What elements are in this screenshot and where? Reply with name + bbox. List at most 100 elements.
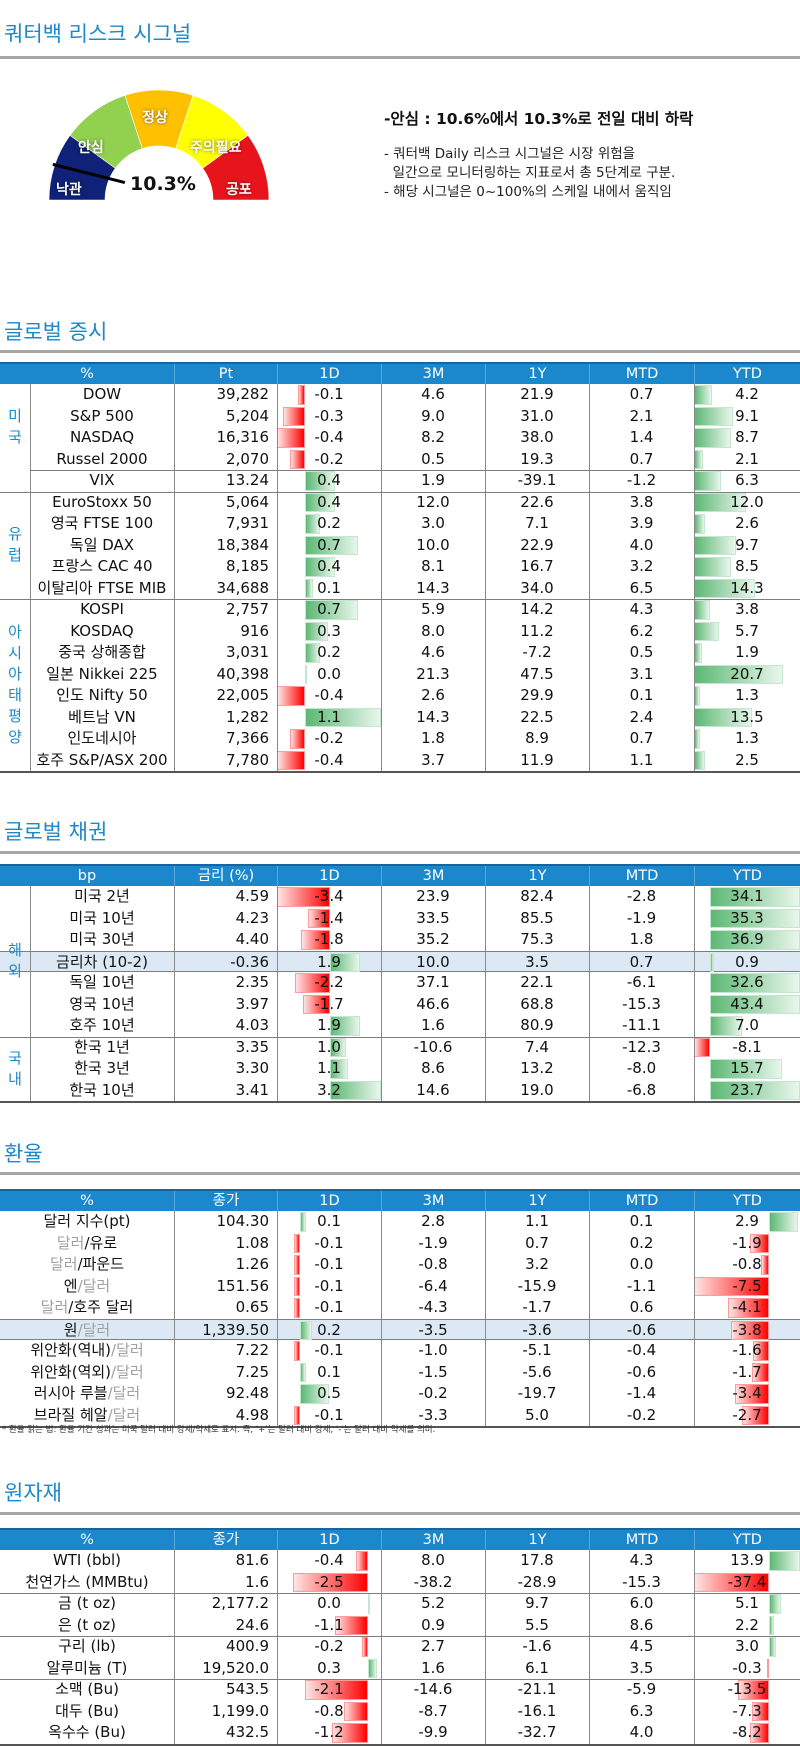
gauge-label: 공포 (226, 182, 252, 198)
row-divider (0, 1036, 800, 1038)
column-divider (174, 886, 175, 1101)
ytd-cell: 1.3 (735, 686, 759, 704)
value-cell: 104.30 (216, 1212, 270, 1230)
m3-cell: -0.8 (418, 1255, 448, 1273)
d1-cell: -2.5 (314, 1572, 344, 1591)
data-bar (753, 1341, 769, 1361)
m3-cell: 12.0 (416, 492, 450, 511)
mtd-cell: -1.2 (626, 471, 657, 489)
ytd-cell: -4.1 (732, 1298, 762, 1316)
row-label: 한국 10년 (69, 1080, 135, 1099)
data-bar (769, 1615, 775, 1635)
value-cell: 7.22 (235, 1341, 269, 1359)
table-row: 위안화(역내)/달러 7.22 -0.1 -1.0 -5.1 -0.4 -1.6 (0, 1340, 800, 1362)
row-label: 금 (t oz) (58, 1594, 116, 1612)
y1-cell: -16.1 (517, 1701, 557, 1720)
data-bar (330, 1080, 381, 1100)
d1-cell: -1.8 (314, 930, 344, 948)
mtd-cell: 3.5 (629, 1658, 654, 1677)
data-bar (362, 1637, 368, 1657)
y1-cell: 5.0 (525, 1405, 549, 1424)
table-row: 이탈리아 FTSE MIB 34,688 0.1 14.3 34.0 6.5 14.3 (0, 578, 800, 600)
ytd-cell: -3.4 (732, 1384, 762, 1402)
mtd-cell: -6.1 (626, 973, 657, 991)
m3-cell: -1.0 (418, 1341, 448, 1359)
mtd-cell: 8.6 (629, 1615, 654, 1634)
ytd-cell: 1.9 (735, 643, 759, 661)
row-label-part: 러시아 루블 (33, 1384, 108, 1402)
mtd-cell: 3.1 (629, 664, 654, 683)
y1-cell: -28.9 (517, 1572, 557, 1591)
d1-cell: -1.4 (314, 908, 344, 927)
fx-footnote: * 환율 읽는 법: 환율 기간 성과는 미국 달러 대비 강세/약세로 표시.… (2, 1425, 436, 1435)
column-header: 1D (277, 364, 381, 384)
ytd-cell: -7.3 (732, 1701, 762, 1720)
mtd-cell: 6.0 (629, 1594, 654, 1612)
m3-cell: -10.6 (413, 1037, 453, 1056)
ytd-cell: -8.2 (732, 1723, 762, 1741)
gauge-label: 정상 (142, 110, 168, 126)
d1-cell: 0.2 (317, 1320, 341, 1339)
value-cell: 543.5 (226, 1680, 269, 1698)
y1-cell: 1.1 (525, 1212, 549, 1230)
data-bar (731, 1320, 769, 1340)
data-bar (305, 643, 320, 663)
data-bar (330, 1037, 346, 1057)
m3-cell: 3.7 (421, 750, 445, 769)
data-bar (305, 557, 335, 577)
group-label-char: 외 (8, 962, 22, 981)
mtd-cell: 0.5 (629, 643, 654, 661)
column-header: 1Y (485, 364, 589, 384)
row-label: 달러/파운드 (0, 1254, 174, 1276)
m3-cell: -14.6 (413, 1680, 453, 1698)
d1-cell: -0.1 (314, 1276, 344, 1295)
table-row: 독일 10년 2.35 -2.2 37.1 22.1 -6.1 32.6 (0, 972, 800, 994)
ytd-cell: 7.0 (735, 1016, 759, 1034)
row-label: 미국 30년 (69, 930, 135, 948)
data-bar (294, 1405, 300, 1425)
ytd-cell: 0.9 (735, 952, 759, 971)
value-cell: 3.97 (235, 994, 269, 1013)
mtd-cell: -6.8 (626, 1080, 657, 1099)
y1-cell: 75.3 (520, 930, 554, 948)
table-row: 인도네시아 7,366 -0.2 1.8 8.9 0.7 1.3 (0, 728, 800, 750)
ytd-cell: 2.2 (735, 1615, 759, 1634)
mtd-cell: -15.3 (622, 1572, 661, 1591)
row-label: 러시아 루블/달러 (0, 1383, 174, 1405)
row-label: WTI (bbl) (52, 1551, 122, 1569)
risk-signal-notes: - 쿼터백 Daily 리스크 시그널은 시장 위험을 일간으로 모니터링하는 … (384, 145, 675, 202)
y1-cell: 47.5 (520, 664, 554, 683)
data-bar (293, 1572, 368, 1592)
m3-cell: 1.6 (421, 1658, 445, 1677)
y1-cell: -39.1 (517, 471, 557, 489)
mtd-cell: 0.1 (629, 686, 654, 704)
data-bar (294, 1255, 300, 1275)
table-row: 소맥 (Bu) 543.5 -2.1 -14.6 -21.1 -5.9 -13.5 (0, 1679, 800, 1701)
m3-cell: 2.7 (421, 1637, 445, 1655)
ytd-cell: 23.7 (730, 1080, 764, 1099)
column-divider (485, 384, 486, 771)
table-row: 금 (t oz) 2,177.2 0.0 5.2 9.7 6.0 5.1 (0, 1593, 800, 1615)
y1-cell: 22.5 (520, 707, 554, 726)
d1-cell: 0.2 (317, 514, 341, 532)
value-cell: 7,931 (226, 514, 269, 532)
ytd-cell: 4.2 (735, 385, 759, 403)
ytd-cell: 32.6 (730, 973, 764, 991)
data-bar (294, 1341, 300, 1361)
m3-cell: 10.0 (416, 952, 450, 971)
table-row: 은 (t oz) 24.6 -1.1 0.9 5.5 8.6 2.2 (0, 1615, 800, 1637)
group-label-char: 시 (8, 644, 22, 662)
table-row: VIX 13.24 0.4 1.9 -39.1 -1.2 6.3 (0, 470, 800, 492)
m3-cell: 10.0 (416, 535, 450, 554)
value-cell: 1.6 (245, 1572, 269, 1591)
row-divider (0, 491, 800, 493)
gauge-needle (52, 162, 126, 185)
mtd-cell: 4.3 (629, 1551, 654, 1569)
m3-cell: 4.6 (421, 385, 445, 403)
ytd-cell: -8.1 (732, 1037, 762, 1056)
mtd-cell: 4.5 (629, 1637, 654, 1655)
ytd-cell: 5.7 (735, 621, 759, 640)
d1-cell: -0.1 (314, 385, 344, 403)
column-divider (381, 384, 382, 771)
